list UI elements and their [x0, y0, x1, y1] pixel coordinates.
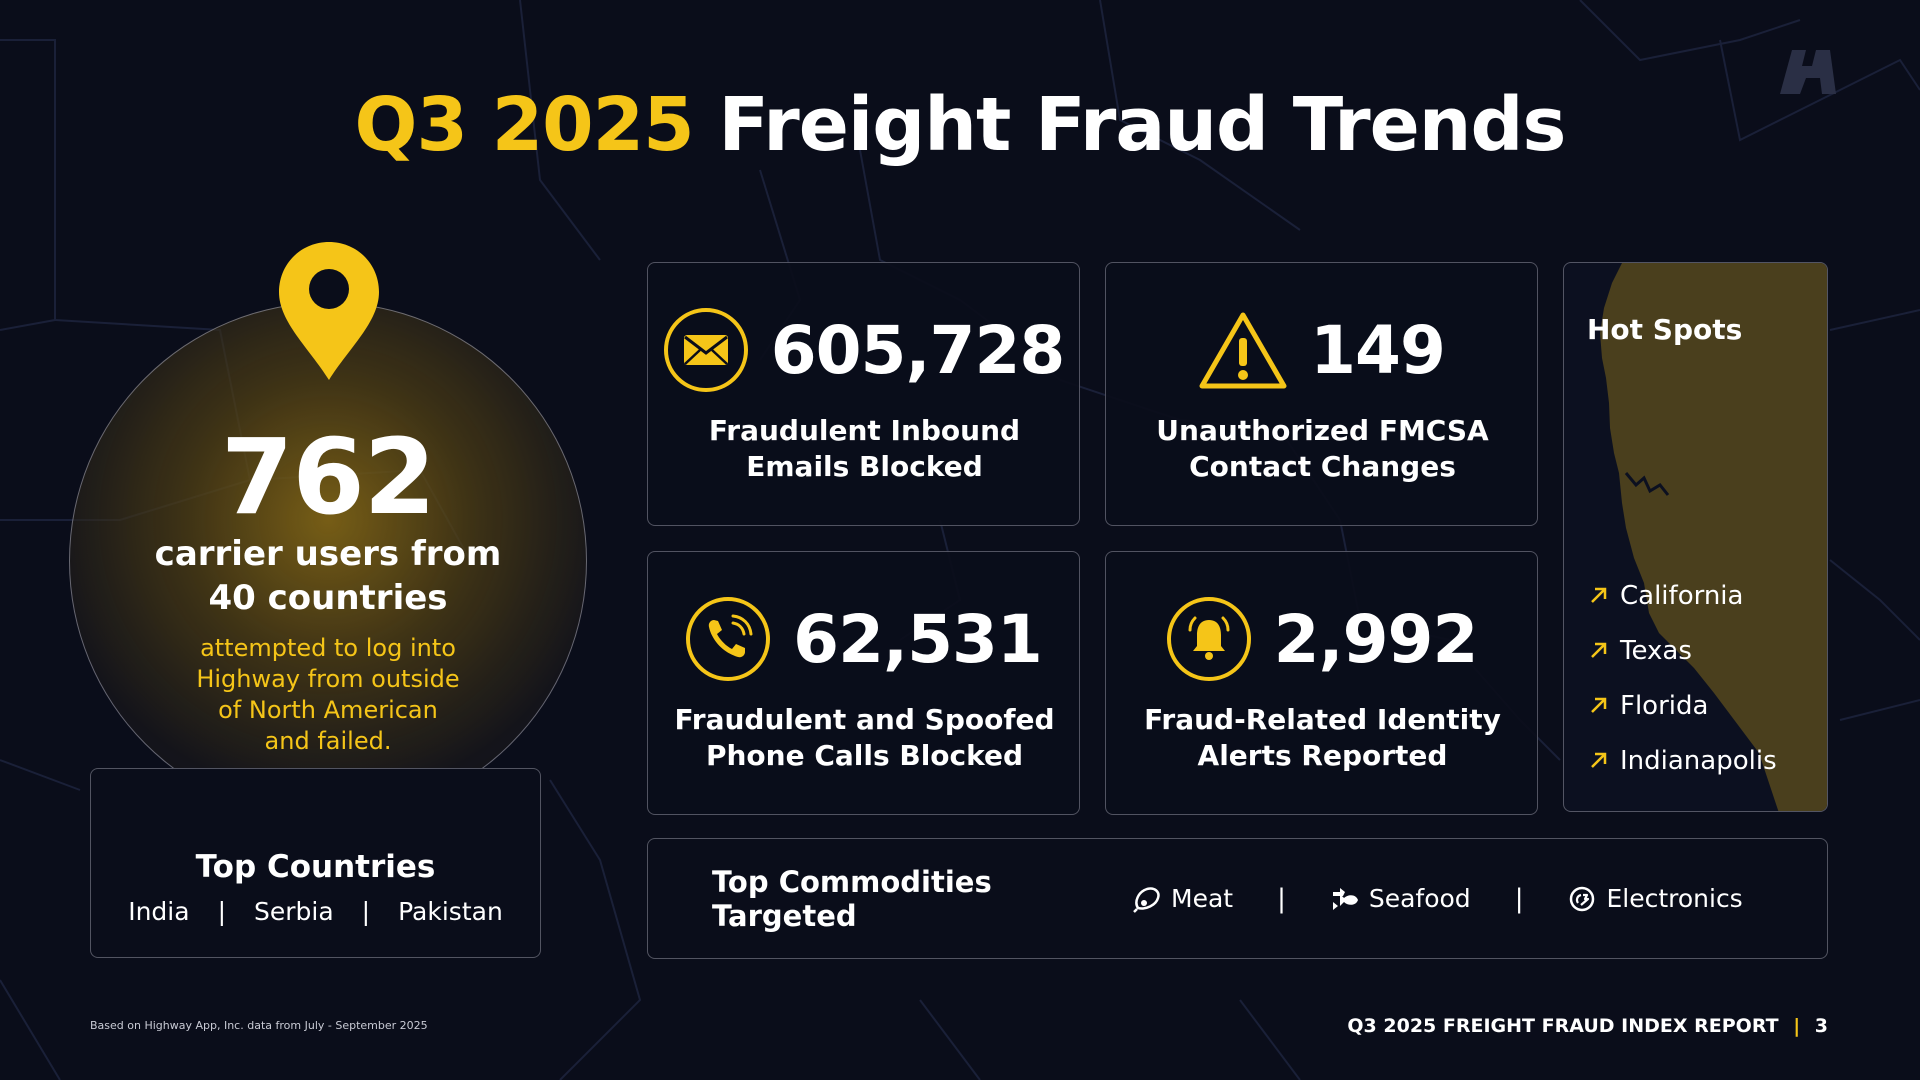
description-line-1: carrier users from [154, 534, 502, 574]
hot-spots-list: California Texas Florida Indianapolis [1590, 568, 1777, 788]
stat-label: Unauthorized FMCSA Contact Changes [1126, 413, 1519, 485]
fish-icon [1332, 887, 1358, 910]
top-commodities-card: Top Commodities Targeted Meat | Seafood … [647, 838, 1828, 959]
envelope-icon [663, 308, 748, 392]
top-countries-card: Top Countries India | Serbia | Pakistan [90, 768, 541, 958]
report-title: Q3 2025 FREIGHT FRAUD INDEX REPORT [1347, 1015, 1779, 1037]
subtext-line-3: of North American [218, 696, 438, 724]
subtext-line-1: attempted to log into [200, 634, 456, 662]
commodity-separator: | [1514, 883, 1524, 914]
stat-label: Fraud-Related Identity Alerts Reported [1126, 702, 1519, 774]
login-attempts-description: carrier users from 40 countries [69, 532, 587, 620]
subtext-line-2: Highway from outside [196, 665, 460, 693]
stat-label-line-2: Contact Changes [1189, 450, 1456, 483]
commodities-title: Top Commodities Targeted [712, 864, 992, 933]
stat-label-line-1: Fraud-Related Identity [1144, 703, 1501, 736]
stat-card-identity-alerts: 2,992 Fraud-Related Identity Alerts Repo… [1105, 551, 1538, 815]
footnote: Based on Highway App, Inc. data from Jul… [90, 1019, 428, 1032]
location-pin-icon [279, 242, 379, 380]
stat-value: 2,992 [1273, 600, 1479, 678]
trend-arrow-icon [1591, 642, 1607, 658]
login-attempts-count: 762 [220, 416, 436, 538]
stat-label-line-2: Alerts Reported [1197, 739, 1448, 772]
warning-icon [1199, 312, 1287, 389]
country-item: Pakistan [398, 897, 503, 926]
hot-spots-title: Hot Spots [1587, 313, 1743, 346]
hot-spot-label: Texas [1620, 635, 1692, 666]
hot-spots-card: Hot Spots California Texas Florida India… [1563, 262, 1828, 812]
country-item: India [128, 897, 190, 926]
login-attempts-subtext: attempted to log into Highway from outsi… [69, 633, 587, 757]
hot-spot-label: Indianapolis [1620, 745, 1777, 776]
country-separator: | [217, 897, 226, 926]
stat-card-phone-calls: 62,531 Fraudulent and Spoofed Phone Call… [647, 551, 1080, 815]
stat-label-line-2: Phone Calls Blocked [705, 739, 1024, 772]
hot-spot-item: Texas [1590, 623, 1777, 678]
commodity-label: Meat [1171, 884, 1234, 913]
stat-value: 605,728 [770, 311, 1066, 389]
country-item: Serbia [254, 897, 334, 926]
trend-arrow-icon [1591, 697, 1607, 713]
page-number: 3 [1814, 1015, 1828, 1037]
stat-card-emails: 605,728 Fraudulent Inbound Emails Blocke… [647, 262, 1080, 526]
stat-label-line-1: Fraudulent and Spoofed [674, 703, 1055, 736]
stat-label: Fraudulent Inbound Emails Blocked [668, 413, 1061, 485]
stat-card-fmcsa: 149 Unauthorized FMCSA Contact Changes [1105, 262, 1538, 526]
stat-value: 62,531 [793, 600, 1043, 678]
highway-logo [1780, 50, 1836, 94]
commodity-item-electronics: Electronics [1567, 884, 1743, 914]
top-countries-title: Top Countries [195, 849, 436, 885]
page-title: Q3 2025 Freight Fraud Trends [0, 82, 1920, 168]
commodity-item-seafood: Seafood [1330, 884, 1471, 914]
top-countries-list: India | Serbia | Pakistan [91, 897, 540, 926]
stat-label: Fraudulent and Spoofed Phone Calls Block… [668, 702, 1061, 774]
stat-label-line-1: Unauthorized FMCSA [1156, 414, 1489, 447]
stat-label-line-1: Fraudulent Inbound [708, 414, 1021, 447]
footer-separator: | [1793, 1015, 1801, 1037]
country-separator: | [361, 897, 371, 926]
login-attempts-circle [69, 302, 587, 820]
electronics-icon [1570, 886, 1595, 911]
trend-arrow-icon [1591, 752, 1607, 768]
title-rest: Freight Fraud Trends [718, 82, 1566, 168]
phone-icon [686, 597, 771, 681]
meat-icon [1133, 886, 1160, 913]
commodity-label: Seafood [1368, 884, 1471, 913]
commodity-item-meat: Meat [1132, 884, 1233, 914]
hot-spot-item: Indianapolis [1590, 733, 1777, 788]
commodity-separator: | [1277, 883, 1286, 914]
title-highlight: Q3 2025 [354, 82, 695, 168]
hot-spot-label: Florida [1620, 690, 1709, 721]
subtext-line-4: and failed. [264, 727, 392, 755]
hot-spot-item: Florida [1590, 678, 1777, 733]
hot-spot-item: California [1590, 568, 1777, 623]
commodity-label: Electronics [1606, 884, 1743, 913]
stat-label-line-2: Emails Blocked [746, 450, 983, 483]
stat-value: 149 [1310, 311, 1446, 389]
hot-spot-label: California [1620, 580, 1744, 611]
bell-icon [1166, 597, 1251, 681]
coastline-map [1600, 263, 1827, 811]
trend-arrow-icon [1591, 587, 1607, 603]
description-line-2: 40 countries [208, 578, 448, 618]
report-footer: Q3 2025 FREIGHT FRAUD INDEX REPORT | 3 [1347, 1015, 1828, 1037]
